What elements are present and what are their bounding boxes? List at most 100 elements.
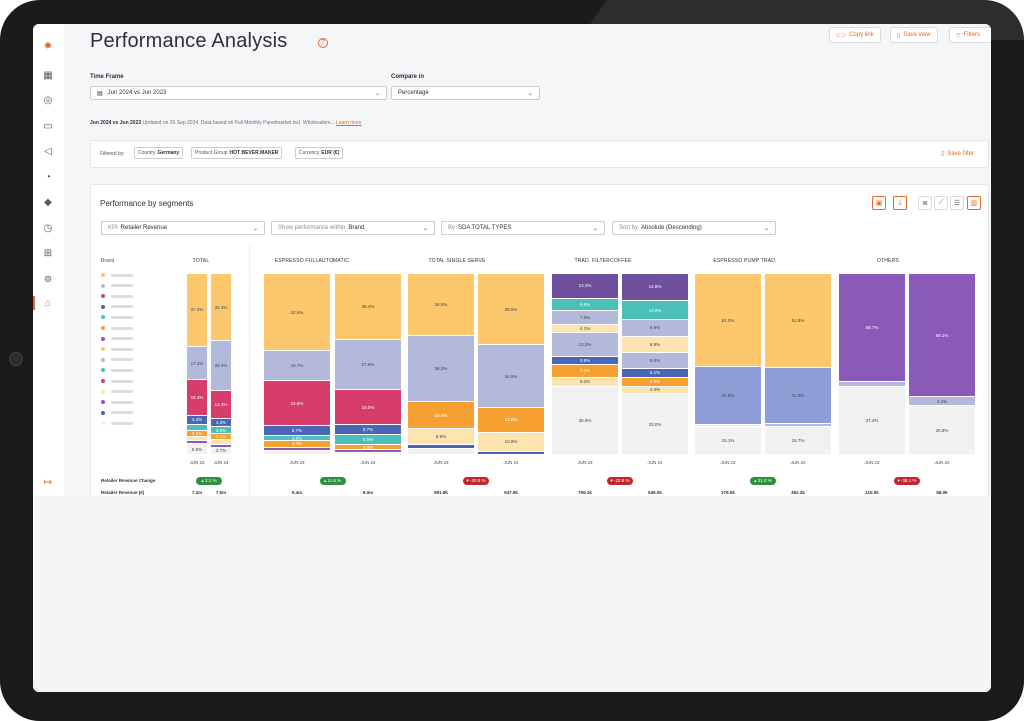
bar-segment[interactable]: 8.6% bbox=[622, 352, 688, 369]
bar-horizontal-icon[interactable]: ☰ bbox=[950, 196, 964, 210]
bar-segment[interactable]: 7.5% bbox=[552, 311, 618, 326]
bar-segment[interactable]: 37.3% bbox=[839, 387, 905, 455]
bar-segment[interactable]: 13.5% bbox=[478, 408, 544, 433]
bar-segment[interactable]: 4.1% bbox=[552, 325, 618, 333]
stacked-bar[interactable]: 34.5% 36.3% 15.0% 8.9% bbox=[408, 274, 474, 455]
bar-segment[interactable]: 34.4% bbox=[211, 274, 231, 342]
megaphone-icon[interactable]: ◁ bbox=[44, 145, 52, 157]
bar-segment[interactable]: 4.3% bbox=[211, 418, 231, 428]
legend-item[interactable] bbox=[101, 420, 133, 426]
bar-segment[interactable]: 51.8% bbox=[765, 274, 831, 368]
bar-segment[interactable] bbox=[335, 450, 401, 454]
table-view-icon[interactable]: ≣ bbox=[918, 196, 932, 210]
kpi-select[interactable]: KPI Retailer Revenue ⌄ bbox=[101, 221, 265, 235]
bar-segment[interactable] bbox=[695, 424, 761, 428]
bar-segment[interactable]: 15.1% bbox=[695, 427, 761, 455]
bar-segment[interactable]: 24.5% bbox=[264, 381, 330, 426]
bar-segment[interactable]: 14.6% bbox=[622, 274, 688, 301]
time-frame-select[interactable]: ▤ Jun 2024 vs Jun 2023 ⌄ bbox=[90, 86, 387, 100]
bar-segment[interactable]: 5.7% bbox=[264, 425, 330, 436]
bar-segment[interactable]: 6.9% bbox=[622, 320, 688, 337]
logo-icon[interactable]: ✸ bbox=[43, 40, 53, 52]
stacked-bar[interactable]: 39.5% 34.6% 13.5% 10.9% bbox=[478, 274, 544, 455]
bar-chart-icon[interactable]: ▥ bbox=[967, 196, 981, 210]
cart-icon[interactable]: ⊞ bbox=[43, 247, 53, 259]
collapse-sidebar-icon[interactable]: ↦ bbox=[43, 476, 53, 488]
bar-segment[interactable]: 3.0% bbox=[335, 445, 401, 451]
bar-segment[interactable]: 42.6% bbox=[264, 274, 330, 352]
bar-segment[interactable]: 51.0% bbox=[695, 274, 761, 368]
bar-segment[interactable] bbox=[408, 445, 474, 450]
copy-link-button[interactable]: ⊂⊃ Copy link bbox=[829, 27, 881, 43]
stacked-bar[interactable]: 14.6% 10.6% 6.9% 8.9% 8.6% 5.1% 4.6% 4.3% 33.0% bbox=[622, 274, 688, 455]
bar-segment[interactable]: 68.1% bbox=[909, 274, 975, 398]
legend-item[interactable] bbox=[101, 346, 133, 352]
within-select[interactable]: Show performance within Brand ⌄ bbox=[271, 221, 435, 235]
stacked-bar[interactable]: 42.6% 16.7% 24.5% 5.7% 3.0% 3.4% bbox=[264, 274, 330, 455]
bar-segment[interactable]: 3.1% bbox=[187, 430, 207, 437]
legend-item[interactable] bbox=[101, 304, 133, 310]
bar-segment[interactable]: 13.3% bbox=[552, 332, 618, 358]
bar-segment[interactable]: 3.9% bbox=[552, 357, 618, 365]
sort-select[interactable]: Sort by Absolute (Descending) ⌄ bbox=[612, 221, 776, 235]
stacked-bar[interactable]: 51.8% 31.0% 15.7% bbox=[765, 274, 831, 455]
bar-segment[interactable] bbox=[335, 453, 401, 455]
bar-segment[interactable]: 36.3% bbox=[408, 336, 474, 403]
bar-segment[interactable]: 13.3% bbox=[552, 274, 618, 299]
bar-segment[interactable]: 10.6% bbox=[622, 300, 688, 321]
legend-item[interactable] bbox=[101, 314, 133, 320]
legend-item[interactable] bbox=[101, 336, 133, 342]
filter-chip-product-group[interactable]: Product Group HOT BEVER.MAKER bbox=[191, 147, 283, 159]
bar-segment[interactable]: 34.6% bbox=[478, 345, 544, 409]
bar-segment[interactable]: 3.0% bbox=[211, 434, 231, 440]
bar-segment[interactable] bbox=[264, 451, 330, 455]
bar-segment[interactable]: 17.4% bbox=[187, 346, 207, 381]
legend-item[interactable] bbox=[101, 325, 133, 331]
chart-pie-icon[interactable]: ◔ bbox=[44, 171, 52, 183]
bar-segment[interactable]: 4.3% bbox=[622, 386, 688, 395]
bar-segment[interactable]: 3.0% bbox=[264, 436, 330, 442]
bar-segment[interactable] bbox=[408, 449, 474, 455]
bar-segment[interactable]: 19.0% bbox=[335, 390, 401, 425]
save-view-button[interactable]: ▯ Save view bbox=[890, 27, 938, 43]
bar-segment[interactable] bbox=[211, 439, 231, 445]
diamond-icon[interactable]: ◆ bbox=[44, 196, 52, 208]
presentation-icon[interactable]: ▭ bbox=[43, 120, 53, 132]
legend-item[interactable] bbox=[101, 357, 133, 363]
bar-segment[interactable]: 26.8% bbox=[909, 406, 975, 455]
bar-segment[interactable]: 4.6% bbox=[622, 378, 688, 387]
line-chart-icon[interactable]: ⟋ bbox=[934, 196, 948, 210]
bar-segment[interactable]: 18.4% bbox=[187, 380, 207, 417]
bar-segment[interactable] bbox=[839, 382, 905, 388]
bar-segment[interactable]: 59.7% bbox=[839, 274, 905, 383]
bar-segment[interactable] bbox=[478, 452, 544, 455]
by-select[interactable]: By SDA TOTAL TYPES ⌄ bbox=[441, 221, 605, 235]
legend-item[interactable] bbox=[101, 389, 133, 395]
bar-segment[interactable]: 33.0% bbox=[622, 394, 688, 455]
bar-segment[interactable]: 36.9% bbox=[552, 386, 618, 455]
bar-segment[interactable] bbox=[187, 441, 207, 445]
bar-segment[interactable]: 5.5% bbox=[187, 444, 207, 455]
bar-segment[interactable]: 5.5% bbox=[335, 435, 401, 446]
bar-segment[interactable]: 10.9% bbox=[478, 432, 544, 453]
bar-segment[interactable]: 4.4% bbox=[187, 416, 207, 425]
report-icon[interactable]: ▣ bbox=[872, 196, 886, 210]
bar-segment[interactable]: 37.4% bbox=[187, 274, 207, 347]
bar-segment[interactable]: 5.7% bbox=[335, 424, 401, 436]
bar-segment[interactable]: 31.0% bbox=[765, 367, 831, 424]
bar-segment[interactable] bbox=[264, 447, 330, 452]
stacked-bar[interactable]: 68.1% 4.4% 26.8% bbox=[909, 274, 975, 455]
legend-item[interactable] bbox=[101, 272, 133, 278]
globe-icon[interactable]: ◎ bbox=[43, 94, 53, 106]
bar-segment[interactable]: 5.0% bbox=[552, 377, 618, 387]
bar-segment[interactable]: 36.4% bbox=[335, 274, 401, 340]
bar-segment[interactable] bbox=[765, 423, 831, 427]
learn-more-link[interactable]: Learn more bbox=[336, 120, 362, 126]
bar-segment[interactable]: 34.5% bbox=[408, 274, 474, 337]
bar-segment[interactable]: 8.9% bbox=[408, 429, 474, 446]
stacked-bar[interactable]: 36.4% 27.9% 19.0% 5.7% 5.5% 3.0% bbox=[335, 274, 401, 455]
dashboard-icon[interactable]: ▦ bbox=[43, 69, 53, 81]
bar-segment[interactable]: 6.9% bbox=[552, 298, 618, 312]
bar-segment[interactable]: 31.5% bbox=[695, 367, 761, 425]
stacked-bar[interactable]: 34.4% 25.4% 14.3% 4.3% 3.6% 3.0% 3.7% bbox=[211, 274, 231, 455]
